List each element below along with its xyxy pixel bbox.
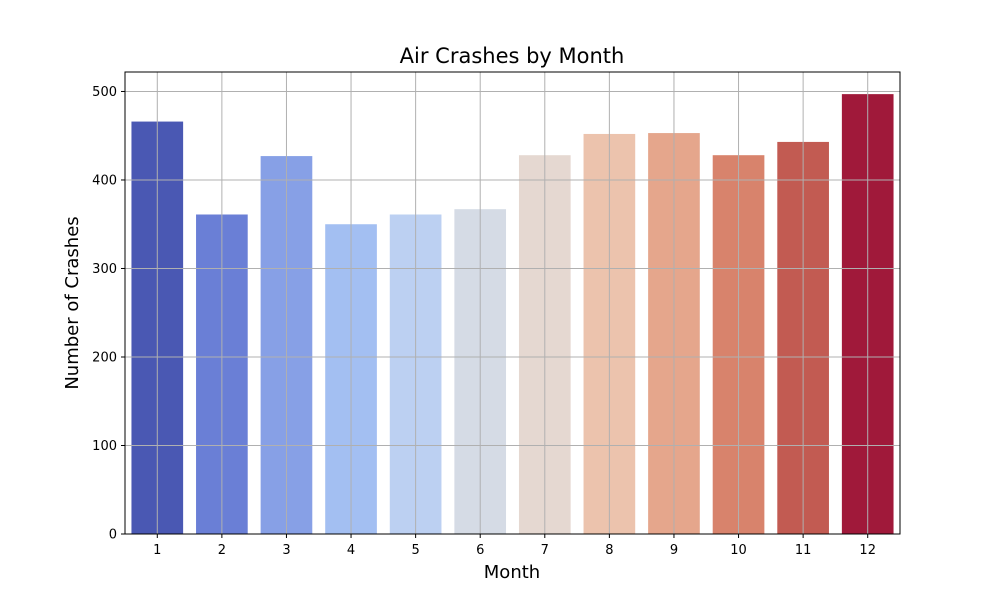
y-axis-label: Number of Crashes bbox=[62, 216, 83, 389]
y-tick-label: 0 bbox=[109, 528, 117, 543]
x-tick-label: 1 bbox=[153, 543, 161, 558]
x-tick-label: 11 bbox=[795, 543, 812, 558]
chart-title: Air Crashes by Month bbox=[400, 44, 625, 68]
x-tick-label: 12 bbox=[859, 543, 876, 558]
x-tick-label: 8 bbox=[605, 543, 613, 558]
plot-frame bbox=[124, 71, 901, 535]
x-tick-label: 5 bbox=[411, 543, 419, 558]
x-tick-label: 3 bbox=[282, 543, 290, 558]
x-tick-label: 9 bbox=[670, 543, 678, 558]
y-tick-label: 400 bbox=[92, 173, 117, 188]
x-axis-label: Month bbox=[484, 562, 540, 583]
x-tick-label: 6 bbox=[476, 543, 484, 558]
bars-layer bbox=[131, 94, 894, 535]
y-tick-label: 200 bbox=[92, 350, 117, 365]
y-tick-label: 500 bbox=[92, 85, 117, 100]
y-tick-label: 100 bbox=[92, 439, 117, 454]
x-tick-label: 10 bbox=[730, 543, 747, 558]
x-tick-label: 4 bbox=[347, 543, 355, 558]
y-tick-label: 300 bbox=[92, 262, 117, 277]
x-tick-label: 7 bbox=[541, 543, 549, 558]
x-tick-label: 2 bbox=[218, 543, 226, 558]
